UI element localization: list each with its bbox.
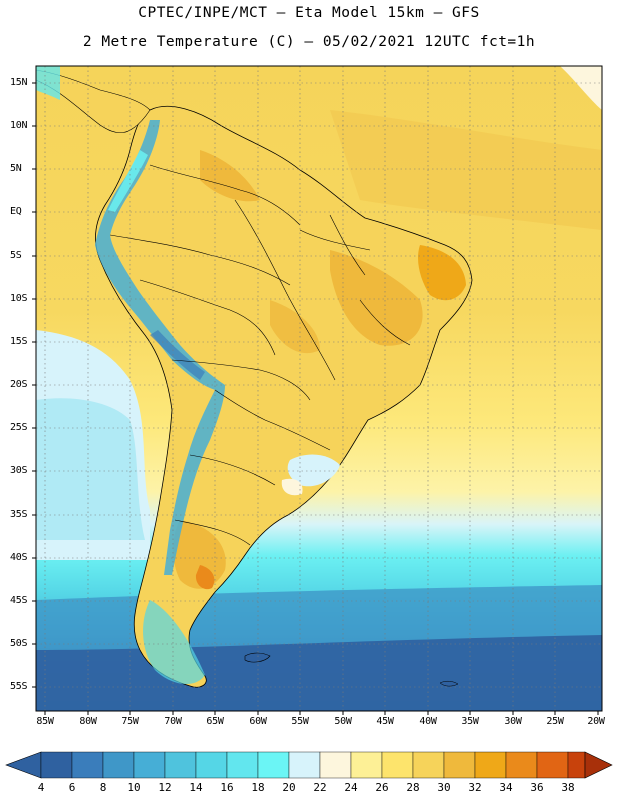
colorbar-label: 26 <box>375 781 389 794</box>
lat-label: EQ <box>10 206 22 217</box>
lat-label: 10S <box>10 293 28 304</box>
lat-label: 50S <box>10 638 28 649</box>
lat-label: 15N <box>10 77 28 88</box>
colorbar-label: 38 <box>561 781 575 794</box>
lon-label: 85W <box>36 716 54 727</box>
colorbar-high-arrow <box>584 751 613 779</box>
andes-cold-strip <box>95 120 225 575</box>
lon-label: 75W <box>121 716 139 727</box>
colorbar-label: 32 <box>468 781 482 794</box>
colorbar-label: 24 <box>344 781 358 794</box>
lon-label: 20W <box>587 716 605 727</box>
lon-label: 30W <box>504 716 522 727</box>
lat-label: 15S <box>10 336 28 347</box>
lat-label: 25S <box>10 422 28 433</box>
lon-label: 50W <box>334 716 352 727</box>
lat-label: 5S <box>10 250 22 261</box>
colorbar <box>5 751 613 779</box>
colorbar-label: 34 <box>499 781 513 794</box>
colorbar-label: 4 <box>37 781 45 794</box>
lat-label: 10N <box>10 120 28 131</box>
lat-label: 5N <box>10 163 22 174</box>
lon-label: 45W <box>376 716 394 727</box>
lat-label: 30S <box>10 465 28 476</box>
colorbar-label: 28 <box>406 781 420 794</box>
lon-label: 65W <box>206 716 224 727</box>
lon-label: 25W <box>546 716 564 727</box>
colorbar-label: 36 <box>530 781 544 794</box>
map-subtitle: 2 Metre Temperature (C) – 05/02/2021 12U… <box>82 34 536 50</box>
colorbar-label: 30 <box>437 781 451 794</box>
colorbar-low-arrow <box>5 751 42 779</box>
colorbar-label: 6 <box>68 781 76 794</box>
lon-label: 80W <box>79 716 97 727</box>
lat-label: 55S <box>10 681 28 692</box>
colorbar-label: 20 <box>282 781 296 794</box>
lat-label: 20S <box>10 379 28 390</box>
lat-label: 45S <box>10 595 28 606</box>
colorbar-label: 12 <box>158 781 172 794</box>
colorbar-label: 22 <box>313 781 327 794</box>
lon-label: 40W <box>419 716 437 727</box>
colorbar-label: 8 <box>99 781 107 794</box>
lat-label: 40S <box>10 552 28 563</box>
colorbar-label: 14 <box>189 781 203 794</box>
lon-label: 35W <box>461 716 479 727</box>
colorbar-label: 16 <box>220 781 234 794</box>
colorbar-label: 10 <box>127 781 141 794</box>
map-title: CPTEC/INPE/MCT – Eta Model 15km – GFS <box>138 5 480 21</box>
lat-label: 35S <box>10 509 28 520</box>
lon-label: 55W <box>291 716 309 727</box>
lon-label: 70W <box>164 716 182 727</box>
lon-label: 60W <box>249 716 267 727</box>
colorbar-label: 18 <box>251 781 265 794</box>
